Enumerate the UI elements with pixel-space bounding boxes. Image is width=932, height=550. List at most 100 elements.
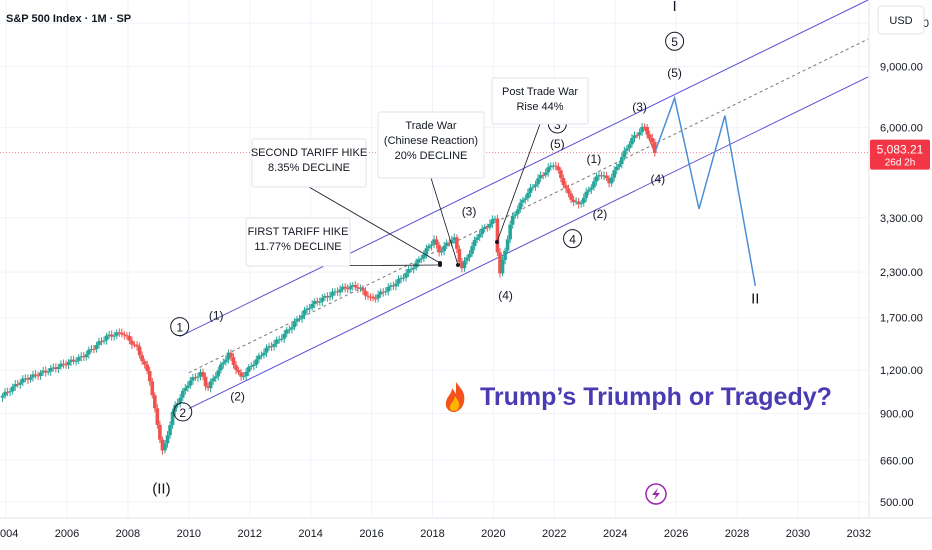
last-price-tag[interactable] [870,139,930,170]
currency-button[interactable] [877,5,925,35]
callout-pointer [430,177,459,266]
wave-label: 3 [554,118,561,132]
headline: Trump’s Triumph or Tragedy? [445,382,832,412]
candle-body [31,374,35,378]
candle-body [8,391,12,393]
wave-circle [173,402,193,422]
candle-body [323,296,327,298]
candle-body [173,404,177,412]
candle-body [579,202,584,205]
candle-body [112,335,117,337]
candle-body [26,378,30,380]
candle-body [381,291,386,293]
candle-body [566,188,571,194]
candle-body [498,252,502,274]
candle-body [244,371,248,377]
candle-body [571,199,576,203]
candle-body [160,439,165,451]
candle-body [302,309,307,316]
candle-body [416,259,421,263]
candle-body [493,218,497,220]
candle-body [589,187,594,190]
candle-body [310,304,314,308]
callout-anchor [438,261,442,265]
candle-body [617,164,622,167]
candle-body [462,260,467,269]
candle-body [340,286,345,290]
x-tick-label: 2030 [786,528,810,540]
candle-body [538,174,543,179]
wave-label: 5 [671,35,678,49]
candle-body [620,157,624,165]
wave-label: (3) [462,204,477,218]
candle-body [107,334,111,336]
candle-body [449,239,454,243]
candle-body [3,391,7,396]
candle-body [33,374,38,376]
wave-label: (5) [550,137,565,151]
candle-body [515,209,520,215]
callout-box: Post Trade War Rise 44% [491,77,589,244]
candle-body [465,257,469,261]
callout-bg [491,77,589,125]
y-tick-label: 6,000.00 [880,123,923,135]
candle-body [104,335,109,341]
recent-drop-line [643,126,656,153]
candle-body [335,291,340,293]
wave-label: (3) [632,100,647,114]
candle-body [224,359,228,363]
candle-body [59,363,63,367]
candle-body [368,296,373,298]
candle-body [69,359,73,362]
candle-body [99,341,104,343]
candle-body [447,242,452,244]
candle-body [343,286,347,289]
candle-body [325,296,330,298]
candle-body [168,425,172,436]
candle-body [211,378,215,382]
candle-body [625,148,629,151]
candle-body [444,242,449,246]
candle-body [576,201,581,205]
projection-path [643,95,757,287]
y-axis[interactable]: 12,000.009,000.006,000.003,300.002,300.0… [870,18,930,509]
candle-body [97,341,101,345]
y-tick-label: 3,300.00 [880,213,923,225]
wave-label: (II) [152,480,170,497]
wave-label: (1) [587,152,602,166]
candle-body [378,291,383,295]
x-tick-label: 2018 [420,528,444,540]
candle-body [295,318,299,322]
candle-body [399,277,403,279]
candle-body [23,378,28,380]
candle-body [500,260,505,274]
wave-label: 2 [179,406,186,420]
callout-text: 20% DECLINE [395,150,468,162]
callout-text: 11.77% DECLINE [254,241,341,253]
candle-body [584,191,589,198]
candle-body [508,224,512,240]
channel-lower-line [188,76,869,410]
x-axis[interactable]: 2004 2006 2008 2010 2012 2014 2016 2018 2020 2022… [0,528,871,540]
candle-body [394,283,398,287]
candle-body [277,339,281,341]
candle-body [495,218,500,253]
candle-body [221,362,226,365]
candle-body [406,269,411,274]
last-price-countdown: 26d 2h [885,158,916,169]
candle-body [432,239,436,245]
candle-body [401,277,406,279]
candle-body [348,286,353,290]
candle-body [635,135,639,137]
candle-body [518,202,523,210]
candle-body [81,356,86,358]
candle-body [333,291,337,293]
callout-text: Rise 44% [516,101,563,113]
x-tick-label: 2032 [847,528,871,540]
lightning-icon[interactable] [645,483,667,505]
candle-body [526,192,530,199]
candle-body [312,301,317,305]
